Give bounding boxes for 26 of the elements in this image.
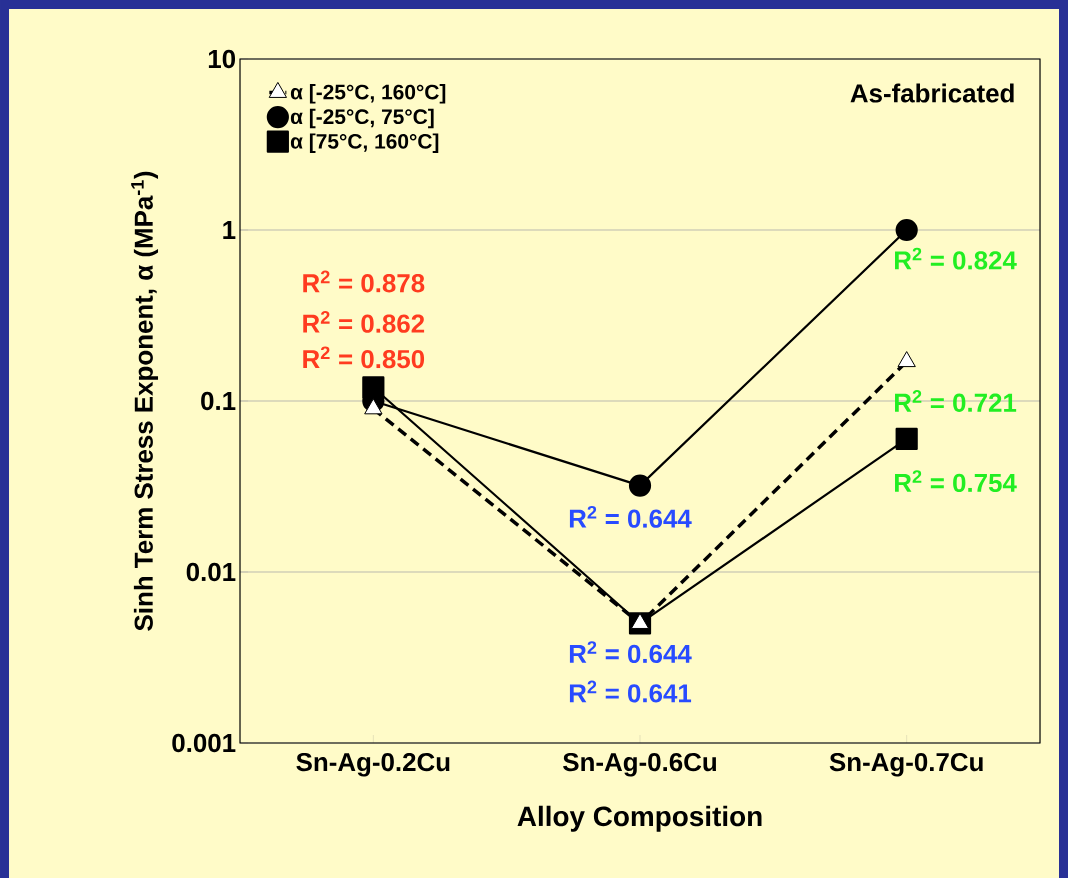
annotation: R$^{2}$ = 0.754 [895,470,1017,493]
y-tick-label: 0.01 [186,562,236,582]
annotation: R$^{2}$ = 0.644 [569,505,692,528]
annotation: R$^{2}$ = 0.878 [303,270,425,293]
x-tick-label: Sn-Ag-0.6Cu [563,752,716,777]
annotation: R$^{2}$ = 0.850 [303,346,425,369]
legend-label: α [-25°C, 160°C] [290,84,446,104]
y-tick-label: 0.001 [172,733,236,753]
y-axis-title: Sinh Term Stress Exponent, α (MPa$^{-1}$) [131,171,159,631]
annotation: R$^{2}$ = 0.644 [569,641,692,664]
legend-label: α [75°C, 160°C] [290,133,439,153]
point [895,427,918,451]
legend-label: α [-25°C, 75°C] [290,108,434,129]
annotation: R$^{2}$ = 0.641 [569,680,692,703]
y-tick-label: 10 [208,49,236,69]
annotation: R$^{2}$ = 0.824 [895,247,1017,270]
annotation: R$^{2}$ = 0.721 [895,390,1017,412]
annotation: As-fabricated [850,83,1014,103]
y-tick-label: 1 [223,221,236,239]
x-tick-label: Sn-Ag-0.7Cu [829,752,983,777]
point [895,218,918,242]
point [628,474,652,497]
annotation: R$^{2}$ = 0.862 [303,310,425,333]
y-tick-label: 0.1 [201,391,236,411]
x-tick-label: Sn-Ag-0.2Cu [296,752,450,777]
x-axis-title: Alloy Composition [517,805,762,832]
